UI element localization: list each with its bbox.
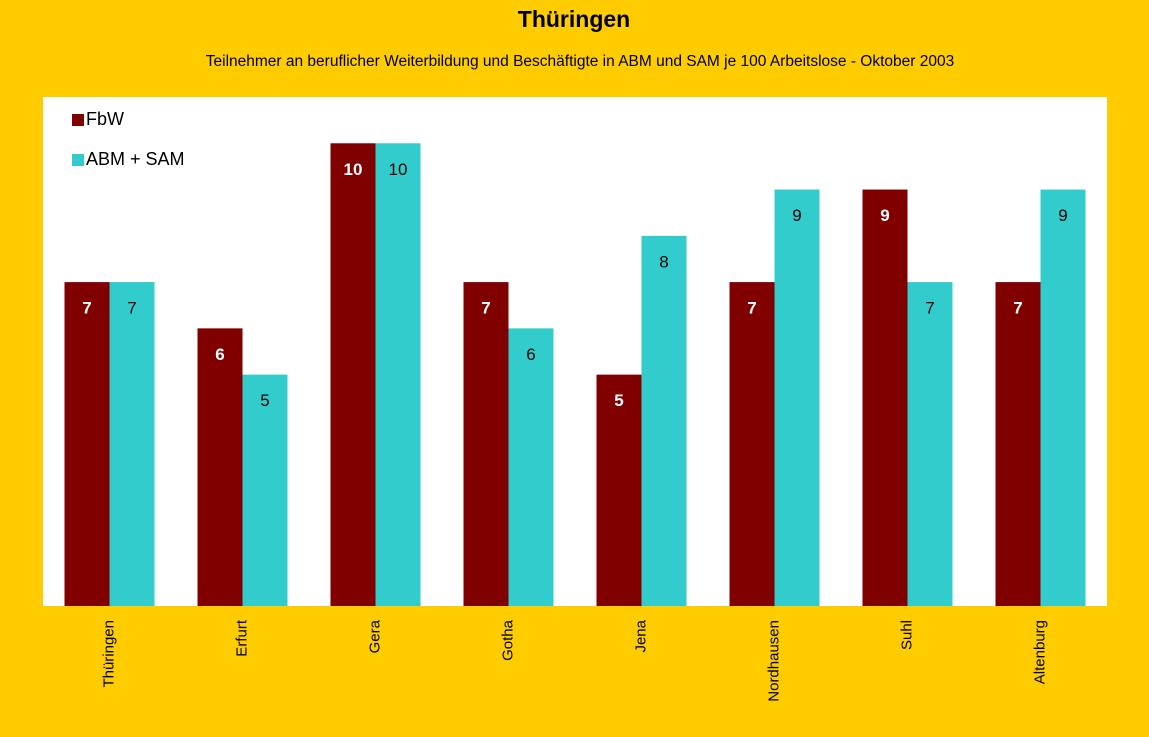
value-label: 7: [127, 299, 136, 318]
bar: [64, 282, 110, 606]
value-label: 9: [880, 206, 889, 225]
x-tick-label: Altenburg: [1031, 620, 1048, 684]
x-tick-label: Erfurt: [233, 619, 250, 657]
value-label: 5: [614, 391, 623, 410]
bar: [330, 143, 376, 607]
bar: [774, 189, 820, 606]
value-label: 10: [389, 160, 408, 179]
bar: [508, 328, 554, 606]
chart-subtitle: Teilnehmer an beruflicher Weiterbildung …: [206, 53, 954, 70]
bar: [242, 374, 288, 606]
bar: [995, 282, 1041, 606]
bar: [862, 189, 908, 606]
value-label: 9: [792, 206, 801, 225]
x-tick-label: Gotha: [499, 619, 516, 661]
value-label: 7: [1013, 299, 1022, 318]
bar: [641, 235, 687, 606]
value-label: 7: [82, 299, 91, 318]
x-tick-label: Suhl: [898, 620, 915, 650]
bar: [596, 374, 642, 606]
bar: [907, 282, 953, 606]
value-label: 6: [526, 345, 535, 364]
value-label: 7: [925, 299, 934, 318]
bar: [109, 282, 155, 606]
legend-label: FbW: [86, 109, 124, 129]
bar: [1040, 189, 1086, 606]
bar: [729, 282, 775, 606]
chart-title: Thüringen: [518, 6, 630, 32]
legend-swatch: [72, 154, 84, 166]
value-label: 5: [260, 391, 269, 410]
legend-label: ABM + SAM: [86, 149, 185, 169]
bar: [463, 282, 509, 606]
x-tick-label: Thüringen: [100, 620, 117, 688]
x-tick-label: Nordhausen: [765, 620, 782, 702]
legend-swatch: [72, 114, 84, 126]
value-label: 7: [481, 299, 490, 318]
bar: [197, 328, 243, 606]
value-label: 6: [215, 345, 224, 364]
value-label: 9: [1058, 206, 1067, 225]
x-tick-label: Gera: [366, 619, 383, 653]
value-label: 10: [344, 160, 363, 179]
bar: [375, 143, 421, 607]
value-label: 8: [659, 252, 668, 271]
value-label: 7: [747, 299, 756, 318]
x-tick-label: Jena: [632, 619, 649, 652]
